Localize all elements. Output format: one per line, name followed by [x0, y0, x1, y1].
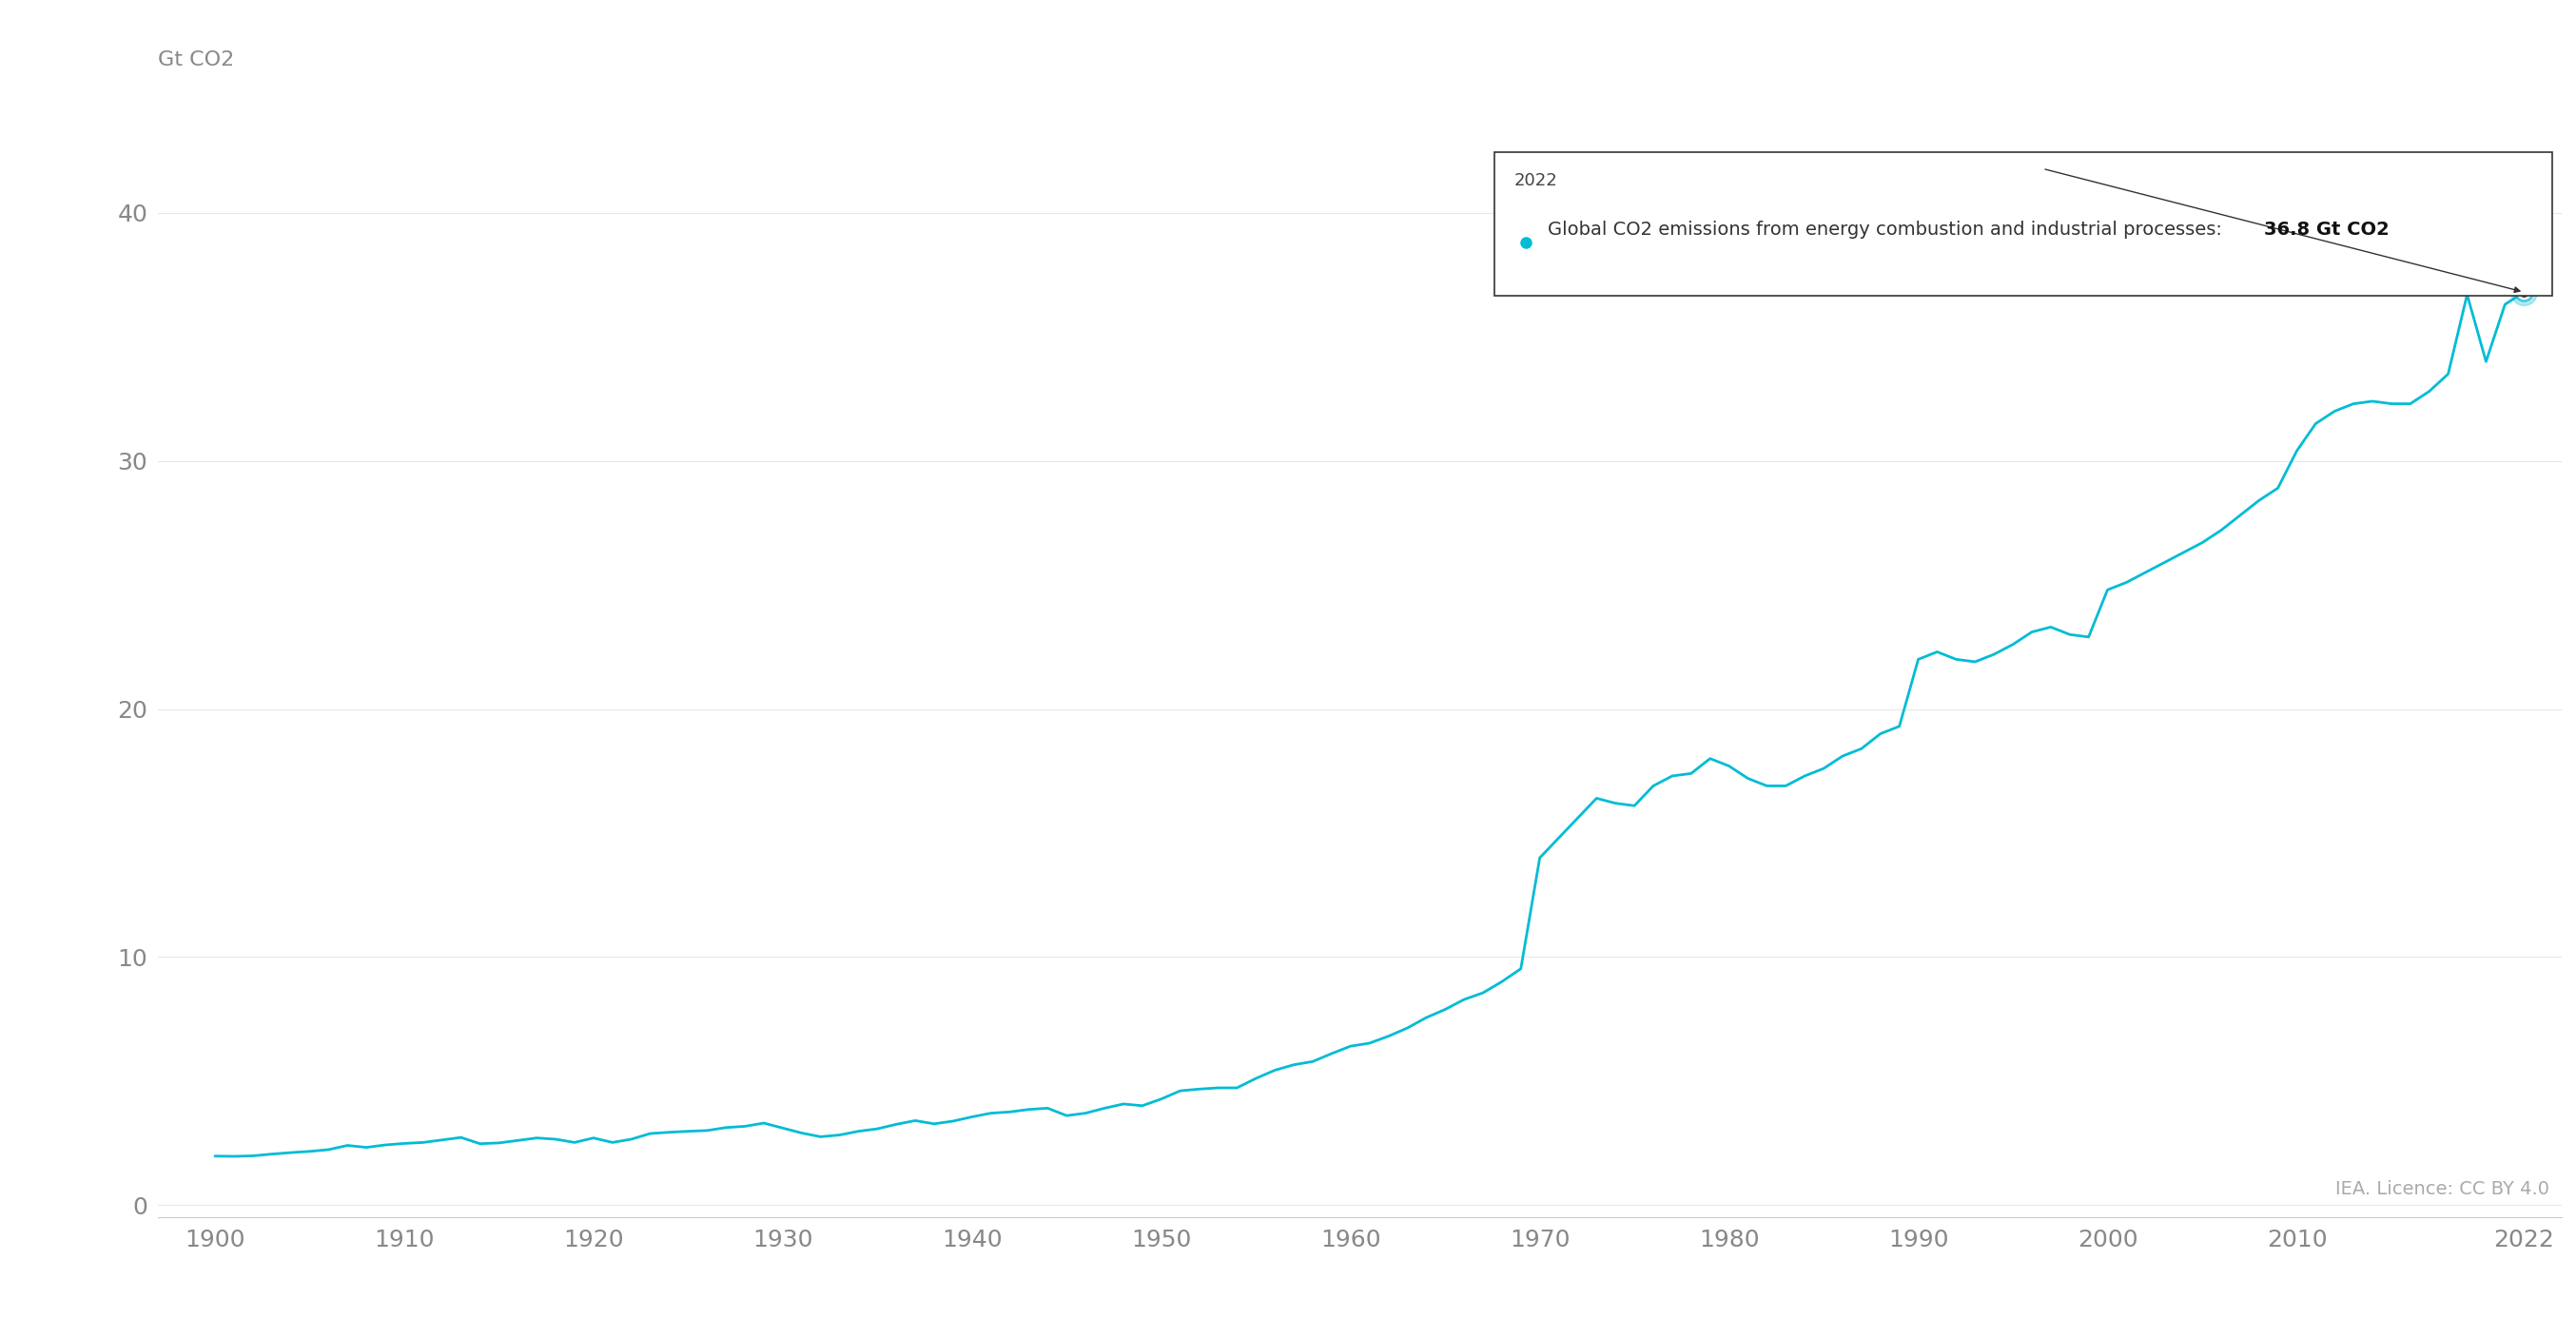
Text: Global CO2 emissions from energy combustion and industrial processes:: Global CO2 emissions from energy combust… — [1548, 220, 2228, 239]
Text: IEA. Licence: CC BY 4.0: IEA. Licence: CC BY 4.0 — [2336, 1180, 2550, 1198]
FancyBboxPatch shape — [1494, 152, 2553, 295]
Text: Gt CO2: Gt CO2 — [157, 50, 234, 70]
Text: 36.8 Gt CO2: 36.8 Gt CO2 — [2264, 220, 2388, 239]
Text: 2022: 2022 — [1515, 171, 1558, 188]
